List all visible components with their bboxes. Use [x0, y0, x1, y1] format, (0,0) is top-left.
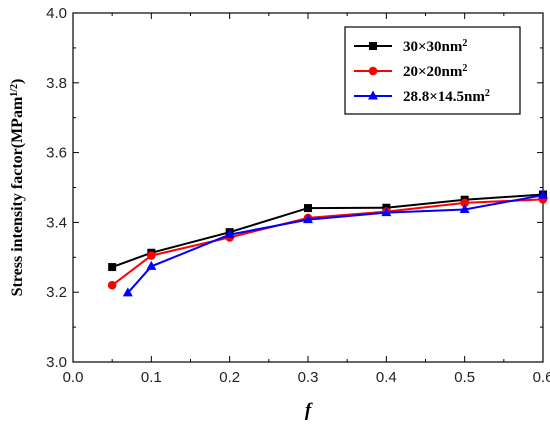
circle-marker [147, 251, 156, 260]
x-tick-label: 0.3 [298, 369, 319, 386]
y-tick-label: 4.0 [46, 5, 67, 22]
square-marker [304, 204, 312, 213]
square-marker [108, 263, 117, 272]
legend-label-main: 20×20nm [403, 64, 463, 80]
x-tick-label: 0.1 [141, 369, 162, 386]
triangle-marker [224, 229, 235, 239]
legend-label-sup: 2 [462, 38, 467, 49]
legend-label: 20×20nm2 [403, 63, 467, 81]
x-tick-label: 0.4 [376, 369, 397, 386]
triangle-marker [459, 203, 470, 213]
triangle-marker [122, 287, 133, 297]
triangle-marker [303, 214, 313, 224]
square-marker [369, 42, 377, 50]
circle-marker [460, 198, 469, 208]
y-tick-label: 3.8 [46, 75, 67, 92]
x-tick-label: 0.5 [454, 369, 475, 386]
legend-label-sup: 2 [462, 63, 467, 74]
x-axis-title: f [305, 400, 313, 421]
legend-label-main: 30×30nm [403, 39, 463, 55]
y-tick-label: 3.4 [46, 214, 67, 231]
series-line [111, 198, 544, 286]
circle-marker [107, 280, 117, 290]
series [122, 189, 548, 297]
y-axis-title-sup: 1/2 [9, 84, 20, 97]
series [107, 195, 548, 290]
legend-label: 28.8×14.5nm2 [403, 88, 490, 106]
ticks: 0.0 0.1 0.2 0.3 0.4 0.5 0.6 3.0 3.2 3.4 3.6 3.8 4.0 [46, 5, 550, 386]
legend-label: 30×30nm2 [403, 38, 467, 56]
legend-label-sup: 2 [485, 88, 490, 99]
triangle-marker [368, 90, 378, 100]
series-line [127, 194, 544, 294]
x-tick-label: 0.0 [63, 369, 84, 386]
legend-label-main: 28.8×14.5nm [403, 89, 485, 105]
triangle-marker [146, 260, 157, 270]
triangle-marker [538, 189, 548, 199]
x-tick-label: 0.6 [533, 369, 550, 386]
series-layer [107, 189, 548, 297]
y-axis-title: Stress intensity factor(MPam1/2) [9, 79, 27, 297]
y-axis-title-end: ) [9, 79, 26, 84]
y-tick-label: 3.0 [46, 354, 67, 371]
triangle-marker [381, 207, 392, 217]
x-tick-label: 0.2 [219, 369, 240, 386]
circle-marker [368, 66, 378, 76]
y-tick-label: 3.2 [46, 284, 67, 301]
y-axis-title-main: Stress intensity factor(MPam [9, 96, 26, 296]
y-tick-label: 3.6 [46, 145, 67, 162]
